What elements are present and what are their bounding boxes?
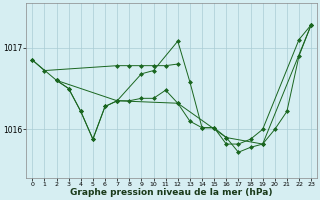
X-axis label: Graphe pression niveau de la mer (hPa): Graphe pression niveau de la mer (hPa): [70, 188, 273, 197]
